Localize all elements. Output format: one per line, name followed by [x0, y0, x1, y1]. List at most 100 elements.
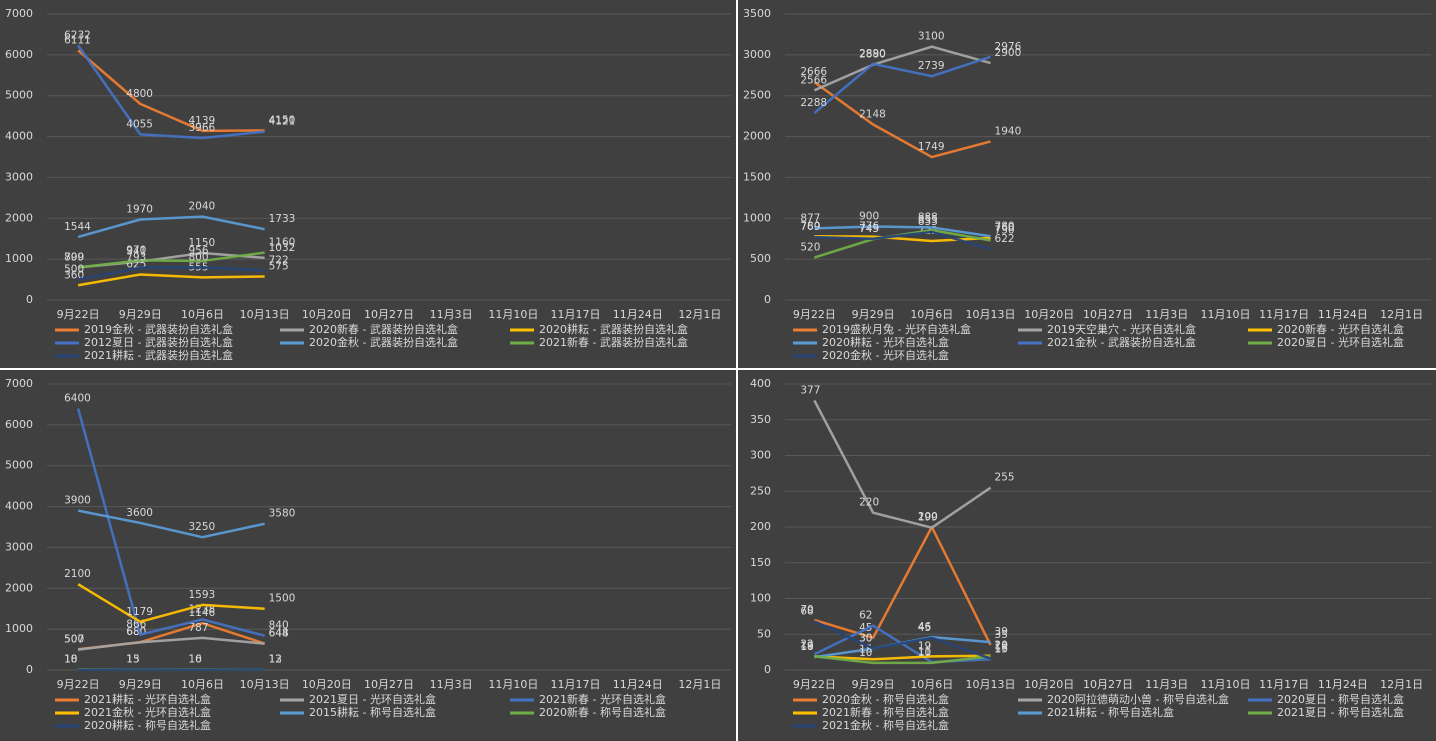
legend-label: 2019金秋 - 武器装扮自选礼盒 — [84, 322, 233, 336]
x-tick-label: 10月13日 — [240, 308, 290, 321]
data-label: 46 — [918, 621, 932, 633]
y-tick-label: 100 — [750, 592, 771, 605]
data-label: 30 — [859, 633, 872, 645]
data-label: 45 — [918, 622, 931, 634]
data-label: 956 — [188, 245, 208, 257]
x-tick-label: 10月6日 — [910, 308, 953, 321]
y-tick-label: 2000 — [5, 211, 33, 224]
x-tick-label: 11月17日 — [1259, 308, 1309, 321]
y-tick-label: 1000 — [5, 622, 33, 635]
data-label: 4800 — [126, 88, 153, 100]
legend-label: 2020金秋 - 武器装扮自选礼盒 — [309, 335, 458, 349]
data-label: 39 — [995, 626, 1008, 638]
x-tick-label: 11月3日 — [1145, 308, 1188, 321]
legend-label: 2020金秋 - 光环自选礼盒 — [822, 348, 949, 362]
y-tick-label: 350 — [750, 413, 771, 426]
x-tick-label: 12月1日 — [678, 308, 721, 321]
x-tick-label: 10月20日 — [302, 678, 352, 691]
data-label: 3100 — [918, 31, 945, 43]
data-label: 13 — [269, 653, 282, 665]
legend-label: 2021耕耘 - 称号自选礼盒 — [1047, 705, 1174, 719]
x-tick-label: 11月10日 — [488, 678, 538, 691]
x-tick-label: 10月27日 — [364, 308, 414, 321]
y-tick-label: 6000 — [5, 48, 33, 61]
panel-background — [738, 370, 1436, 741]
y-tick-label: 250 — [750, 484, 771, 497]
x-tick-label: 11月10日 — [1200, 308, 1250, 321]
y-tick-label: 2000 — [743, 130, 771, 143]
series-line — [77, 509, 265, 539]
y-tick-label: 50 — [757, 627, 771, 640]
series-line — [77, 49, 265, 133]
data-label: 3900 — [64, 495, 91, 507]
series-line — [813, 55, 991, 114]
data-label: 500 — [64, 264, 84, 276]
data-label: 2100 — [64, 568, 91, 580]
legend-label: 2020金秋 - 称号自选礼盒 — [822, 692, 949, 706]
data-label: 888 — [918, 211, 938, 223]
x-tick-label: 10月6日 — [181, 678, 224, 691]
legend-label: 2021新春 - 光环自选礼盒 — [539, 692, 666, 706]
x-tick-label: 11月24日 — [1318, 308, 1368, 321]
y-tick-label: 500 — [750, 252, 771, 265]
data-label: 15 — [126, 653, 139, 665]
x-tick-label: 10月13日 — [240, 678, 290, 691]
x-tick-label: 11月3日 — [1145, 678, 1188, 691]
data-label: 6111 — [64, 34, 91, 46]
x-tick-label: 9月29日 — [852, 678, 895, 691]
series-line — [77, 583, 265, 624]
x-tick-label: 11月24日 — [613, 678, 663, 691]
data-label: 800 — [188, 251, 208, 263]
x-tick-label: 10月6日 — [181, 308, 224, 321]
x-tick-label: 9月22日 — [57, 678, 100, 691]
y-tick-label: 7000 — [5, 377, 33, 390]
series-line — [813, 81, 991, 159]
legend-label: 2021耕耘 - 武器装扮自选礼盒 — [84, 348, 233, 362]
legend-label: 2021金秋 - 武器装扮自选礼盒 — [1047, 335, 1196, 349]
data-label: 4055 — [126, 118, 153, 130]
legend-label: 2020夏日 - 称号自选礼盒 — [1277, 692, 1404, 706]
data-label: 760 — [995, 222, 1015, 234]
data-label: 780 — [995, 220, 1015, 232]
x-tick-label: 12月1日 — [1380, 308, 1423, 321]
x-tick-label: 11月24日 — [1318, 678, 1368, 691]
data-label: 3250 — [188, 521, 215, 533]
data-label: 3966 — [188, 122, 215, 134]
x-tick-label: 9月29日 — [852, 308, 895, 321]
data-label: 19 — [800, 640, 813, 652]
data-label: 1146 — [188, 607, 215, 619]
legend-label: 2021夏日 - 称号自选礼盒 — [1277, 705, 1404, 719]
legend-label: 2015耕耘 - 称号自选礼盒 — [309, 705, 436, 719]
data-label: 1179 — [126, 606, 153, 618]
data-label: 644 — [269, 628, 289, 640]
data-label: 1970 — [126, 204, 153, 216]
data-label: 648 — [269, 628, 289, 640]
x-tick-label: 9月22日 — [793, 678, 836, 691]
data-label: 18 — [64, 653, 77, 665]
legend-label: 2021金秋 - 称号自选礼盒 — [822, 718, 949, 732]
y-tick-label: 1000 — [5, 252, 33, 265]
y-tick-label: 300 — [750, 449, 771, 462]
data-label: 1150 — [188, 237, 215, 249]
data-label: 2739 — [918, 60, 945, 72]
data-label: 941 — [126, 246, 146, 258]
y-tick-label: 2500 — [743, 89, 771, 102]
data-label: 745 — [859, 223, 879, 235]
data-label: 19 — [918, 640, 931, 652]
legend-label: 2019天空巢穴 - 光环自选礼盒 — [1047, 322, 1196, 336]
y-tick-label: 0 — [26, 293, 33, 306]
chart-panel: 0 500 1000 1500 2000 2500 3000 3500 9月22日 9月29日 10… — [738, 0, 1436, 368]
data-label: 799 — [64, 251, 84, 263]
legend-label: 2020夏日 - 光环自选礼盒 — [1277, 335, 1404, 349]
x-tick-label: 10月6日 — [910, 678, 953, 691]
y-tick-label: 0 — [764, 663, 771, 676]
series-line — [77, 215, 265, 239]
data-label: 19 — [800, 640, 813, 652]
data-label: 2566 — [800, 74, 827, 86]
data-label: 840 — [269, 620, 289, 632]
series-line — [814, 654, 991, 661]
data-label: 749 — [859, 223, 879, 235]
x-tick-label: 11月24日 — [613, 308, 663, 321]
data-label: 35 — [995, 629, 1008, 641]
